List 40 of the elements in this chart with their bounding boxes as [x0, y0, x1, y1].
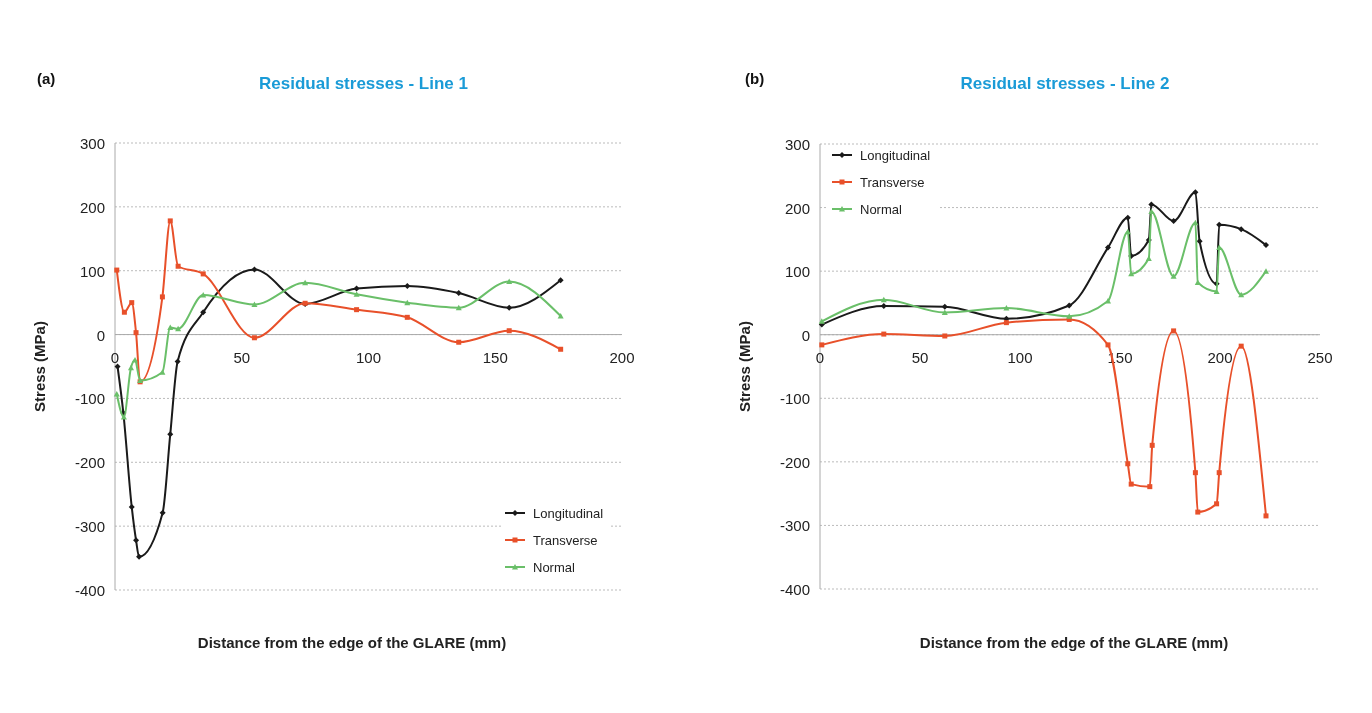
y-tick-label: -100: [779, 390, 810, 408]
x-axis-title: Distance from the edge of the GLARE (mm): [919, 634, 1229, 651]
y-tick-label: -300: [779, 517, 810, 535]
x-tick-label: 0: [110, 348, 120, 366]
chart-title: Residual stresses - Line 1: [259, 74, 468, 93]
y-tick-label: 200: [79, 198, 105, 216]
y-tick-label: 300: [784, 136, 810, 153]
legend-label: Normal: [533, 560, 576, 575]
x-tick-label: 100: [1007, 348, 1033, 366]
legend-label: Transverse: [533, 533, 598, 548]
x-tick-label: 200: [609, 348, 635, 366]
y-tick-label: 200: [784, 199, 810, 217]
y-tick-label: -400: [74, 582, 105, 599]
y-tick-label: -400: [779, 581, 810, 598]
x-tick-label: 50: [233, 348, 251, 366]
y-tick-label: -200: [779, 453, 810, 471]
y-tick-label: -200: [74, 454, 105, 472]
y-tick-label: 100: [79, 262, 105, 280]
text: (b): [745, 70, 765, 87]
x-tick-label: 0: [815, 348, 825, 366]
y-axis-title: Stress (MPa): [736, 321, 753, 412]
chart-title: Residual stresses - Line 2: [960, 74, 1170, 93]
legend-label: Normal: [860, 202, 903, 217]
legend-label: Longitudinal: [533, 506, 604, 521]
y-tick-label: 100: [784, 263, 810, 281]
x-axis-title: Distance from the edge of the GLARE (mm): [197, 634, 507, 651]
y-tick-label: 0: [96, 326, 105, 344]
x-tick-label: 150: [482, 348, 508, 366]
y-tick-label: 0: [801, 326, 810, 344]
x-tick-label: 250: [1307, 348, 1333, 366]
text: (a): [37, 70, 56, 87]
x-tick-label: 50: [911, 348, 929, 366]
y-tick-label: -300: [74, 518, 105, 536]
legend-label: Transverse: [860, 175, 925, 190]
y-tick-label: 300: [79, 135, 105, 152]
x-tick-label: 100: [355, 348, 382, 366]
y-tick-label: -100: [74, 390, 105, 408]
y-axis-title: Stress (MPa): [31, 321, 48, 412]
legend-label: Longitudinal: [860, 148, 931, 163]
x-tick-label: 200: [1207, 348, 1233, 366]
